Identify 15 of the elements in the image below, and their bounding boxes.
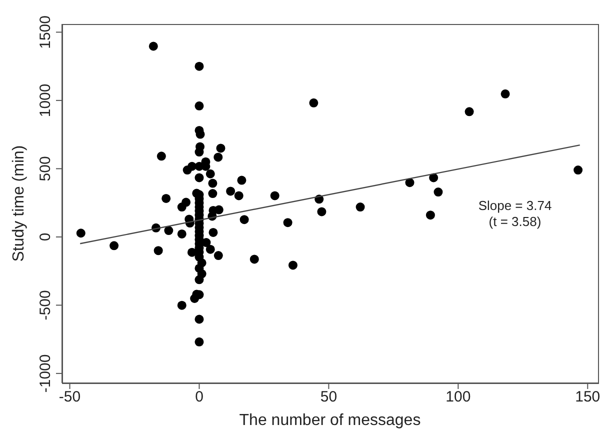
y-axis-title: Study time (min) xyxy=(10,145,28,262)
x-tick-label: 50 xyxy=(320,388,338,406)
x-tick-label: -50 xyxy=(58,388,81,406)
x-tick-label: 150 xyxy=(575,388,600,406)
annotation: Slope = 3.74 xyxy=(477,198,553,214)
y-tick-label: 0 xyxy=(37,232,54,242)
y-tick-label: -1000 xyxy=(37,354,54,393)
x-tick-label: 100 xyxy=(446,388,471,406)
x-tick-label: 0 xyxy=(195,388,204,406)
x-axis-title: The number of messages xyxy=(239,412,421,429)
y-tick-label: 500 xyxy=(37,156,54,182)
y-tick-label: 1000 xyxy=(37,84,54,118)
annotation: (t = 3.58) xyxy=(488,214,542,230)
y-tick-label: -500 xyxy=(37,290,54,320)
y-tick-label: 1500 xyxy=(37,16,54,49)
